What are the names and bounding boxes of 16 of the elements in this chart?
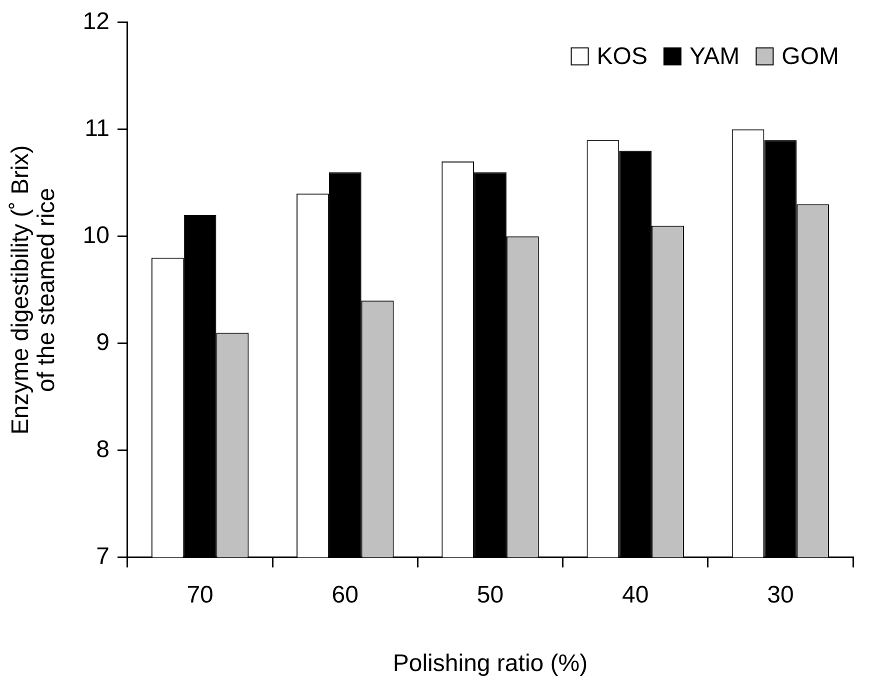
legend-label: YAM (689, 43, 740, 70)
y-tick-label: 9 (96, 329, 110, 356)
x-tick-label: 30 (767, 581, 794, 608)
y-tick-label: 8 (96, 436, 110, 464)
y-tick-label: 11 (84, 115, 110, 142)
x-tick-label: 50 (476, 581, 504, 608)
y-tick-label: 10 (82, 222, 110, 250)
y-tick-label: 7 (96, 543, 110, 570)
legend-label: KOS (596, 43, 648, 70)
x-tick-label: 60 (332, 581, 358, 608)
legend-label: GOM (782, 43, 839, 70)
y-axis-title: Enzyme digestibility (˚ Brix) of the steamed rice (6, 145, 60, 435)
y-tick-label: 12 (82, 8, 110, 36)
x-tick-label: 40 (622, 581, 649, 608)
x-tick-label: 70 (186, 581, 214, 608)
x-axis-title: Polishing ratio (%) (392, 650, 588, 678)
